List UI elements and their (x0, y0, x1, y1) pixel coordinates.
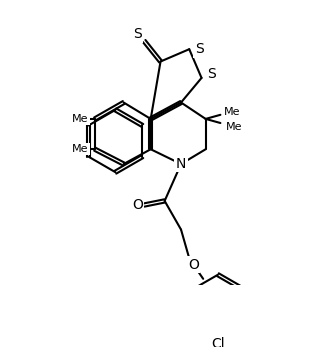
Text: Me: Me (72, 144, 88, 154)
Text: O: O (188, 258, 199, 272)
Text: N: N (176, 157, 186, 171)
Text: S: S (133, 27, 142, 41)
Text: O: O (132, 198, 143, 212)
Text: S: S (195, 42, 203, 56)
Text: Me: Me (226, 122, 243, 132)
Text: Cl: Cl (211, 337, 225, 347)
Text: S: S (207, 67, 216, 81)
Text: Me: Me (224, 107, 240, 117)
Text: Me: Me (72, 114, 88, 124)
